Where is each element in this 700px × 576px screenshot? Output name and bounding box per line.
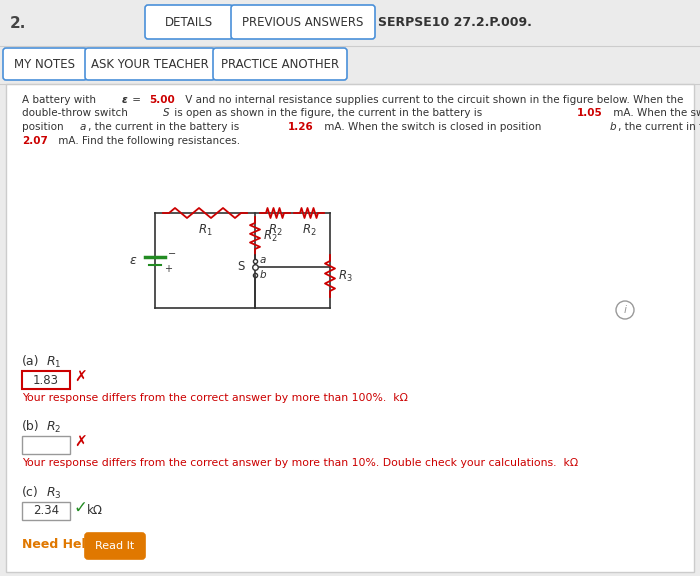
FancyBboxPatch shape bbox=[213, 48, 347, 80]
Text: $R_2$: $R_2$ bbox=[267, 223, 282, 238]
Text: Need Help?: Need Help? bbox=[22, 538, 102, 551]
Text: A battery with: A battery with bbox=[22, 95, 99, 105]
Text: mA. When the switch is closed in position: mA. When the switch is closed in positio… bbox=[321, 122, 545, 132]
Text: a: a bbox=[260, 255, 267, 265]
Text: $R_1$: $R_1$ bbox=[46, 355, 62, 370]
Text: $R_2$: $R_2$ bbox=[302, 223, 316, 238]
Text: 5.00: 5.00 bbox=[149, 95, 174, 105]
Text: 1.26: 1.26 bbox=[288, 122, 313, 132]
Text: 2.34: 2.34 bbox=[33, 505, 59, 517]
Text: ✗: ✗ bbox=[74, 369, 87, 385]
Text: Your response differs from the correct answer by more than 10%. Double check you: Your response differs from the correct a… bbox=[22, 458, 578, 468]
Text: b: b bbox=[609, 122, 616, 132]
Text: ASK YOUR TEACHER: ASK YOUR TEACHER bbox=[91, 58, 209, 70]
Text: , the current in the battery is: , the current in the battery is bbox=[88, 122, 243, 132]
Text: SERPSE10 27.2.P.009.: SERPSE10 27.2.P.009. bbox=[378, 17, 532, 29]
FancyBboxPatch shape bbox=[231, 5, 375, 39]
Text: −: − bbox=[168, 249, 176, 260]
Text: $R_3$: $R_3$ bbox=[46, 486, 62, 501]
Text: $R_2$: $R_2$ bbox=[46, 420, 62, 435]
Text: a: a bbox=[80, 122, 86, 132]
Text: kΩ: kΩ bbox=[87, 505, 103, 517]
Text: PREVIOUS ANSWERS: PREVIOUS ANSWERS bbox=[242, 16, 364, 28]
Bar bbox=[0, 0, 700, 46]
FancyBboxPatch shape bbox=[3, 48, 87, 80]
Text: (a): (a) bbox=[22, 355, 39, 368]
Text: double-throw switch: double-throw switch bbox=[22, 108, 131, 119]
Text: mA. Find the following resistances.: mA. Find the following resistances. bbox=[55, 135, 241, 146]
FancyBboxPatch shape bbox=[145, 5, 233, 39]
FancyBboxPatch shape bbox=[85, 48, 215, 80]
Text: $R_2$: $R_2$ bbox=[263, 229, 278, 244]
Text: (c): (c) bbox=[22, 486, 38, 499]
Text: S: S bbox=[237, 260, 245, 274]
Text: PRACTICE ANOTHER: PRACTICE ANOTHER bbox=[221, 58, 339, 70]
FancyBboxPatch shape bbox=[22, 371, 70, 389]
Bar bbox=[6, 84, 694, 572]
Text: $R_3$: $R_3$ bbox=[338, 268, 353, 283]
Text: ε: ε bbox=[130, 254, 136, 267]
FancyBboxPatch shape bbox=[22, 502, 70, 520]
Text: , the current in the battery is: , the current in the battery is bbox=[618, 122, 700, 132]
Text: mA. When the switch is closed in: mA. When the switch is closed in bbox=[610, 108, 700, 119]
Text: $R_1$: $R_1$ bbox=[197, 223, 212, 238]
Text: =: = bbox=[129, 95, 144, 105]
Bar bbox=[0, 46, 700, 84]
Text: 2.: 2. bbox=[10, 16, 27, 31]
Text: +: + bbox=[164, 264, 172, 275]
Text: 2.07: 2.07 bbox=[22, 135, 48, 146]
Text: (b): (b) bbox=[22, 420, 40, 433]
Text: MY NOTES: MY NOTES bbox=[15, 58, 76, 70]
Text: i: i bbox=[624, 305, 626, 315]
Text: Your response differs from the correct answer by more than 100%.  kΩ: Your response differs from the correct a… bbox=[22, 393, 408, 403]
Text: ✓: ✓ bbox=[74, 499, 88, 517]
FancyBboxPatch shape bbox=[85, 533, 145, 559]
FancyBboxPatch shape bbox=[22, 436, 70, 454]
Text: S: S bbox=[163, 108, 169, 119]
Text: V and no internal resistance supplies current to the circuit shown in the figure: V and no internal resistance supplies cu… bbox=[182, 95, 683, 105]
Text: is open as shown in the figure, the current in the battery is: is open as shown in the figure, the curr… bbox=[172, 108, 486, 119]
Text: 1.05: 1.05 bbox=[578, 108, 603, 119]
Text: b: b bbox=[260, 270, 267, 280]
Text: ε: ε bbox=[122, 95, 127, 105]
Text: DETAILS: DETAILS bbox=[165, 16, 213, 28]
Text: ✗: ✗ bbox=[74, 434, 87, 449]
Text: Read It: Read It bbox=[95, 541, 134, 551]
Text: position: position bbox=[22, 122, 67, 132]
Text: 1.83: 1.83 bbox=[33, 373, 59, 386]
